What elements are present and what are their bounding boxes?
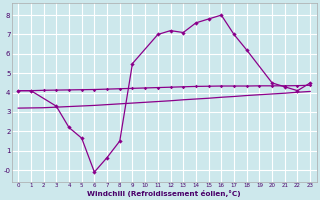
X-axis label: Windchill (Refroidissement éolien,°C): Windchill (Refroidissement éolien,°C) xyxy=(87,190,241,197)
